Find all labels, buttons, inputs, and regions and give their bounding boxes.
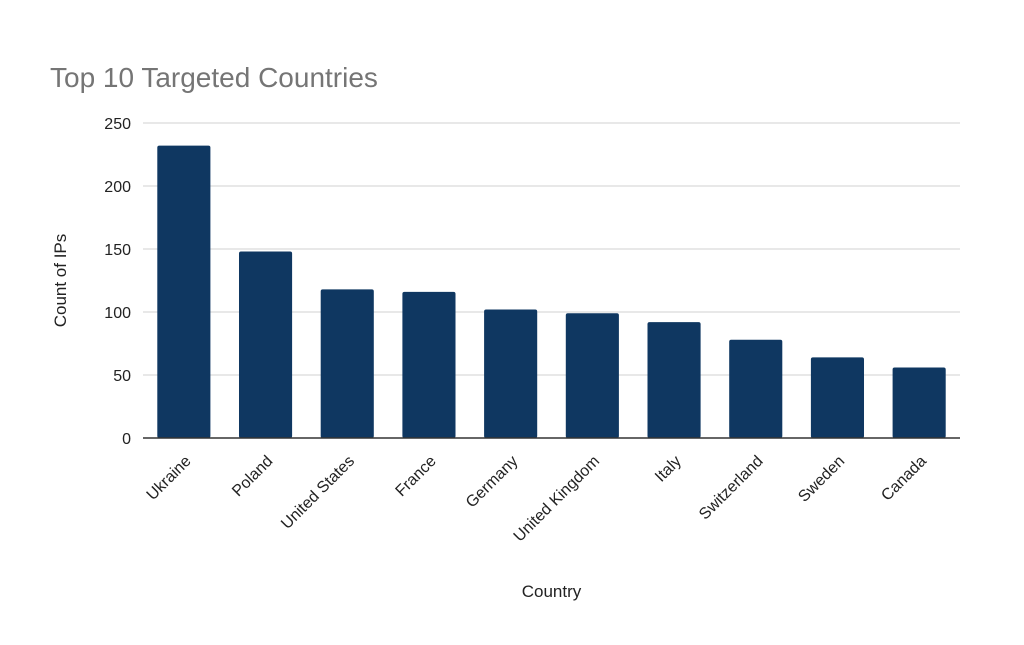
bar [320,289,374,438]
chart-title: Top 10 Targeted Countries [50,62,378,93]
x-tick-label: Switzerland [696,453,767,524]
bar [892,367,946,438]
bar [484,309,538,438]
x-tick-label: United Kingdom [511,453,604,546]
bar [238,251,293,438]
x-axis-title: Country [522,582,582,601]
x-tick-label: Germany [463,453,522,512]
x-tick-label: Canada [878,453,930,505]
bar [157,145,211,438]
bar [810,357,865,438]
y-tick-label: 200 [104,179,131,196]
x-tick-label: Poland [229,453,276,500]
y-tick-label: 100 [104,305,131,322]
y-axis-tick-labels: 0 50 100 150 200 250 [104,116,131,448]
x-tick-label: Ukraine [144,453,195,504]
y-tick-label: 150 [104,242,131,259]
bars [157,145,946,438]
y-tick-label: 50 [113,368,131,385]
bar [647,322,701,438]
x-tick-label: Sweden [795,453,848,506]
x-tick-label: France [393,453,440,500]
y-tick-label: 250 [104,116,131,133]
bar [402,291,456,438]
x-tick-label: United States [278,453,358,533]
y-axis-title: Count of IPs [51,234,70,328]
bar [729,339,783,438]
x-axis-tick-labels: Ukraine Poland United States France GermanyU… [144,453,930,546]
y-tick-label: 0 [122,431,131,448]
x-tick-label: Italy [652,453,685,486]
bar [565,313,619,438]
